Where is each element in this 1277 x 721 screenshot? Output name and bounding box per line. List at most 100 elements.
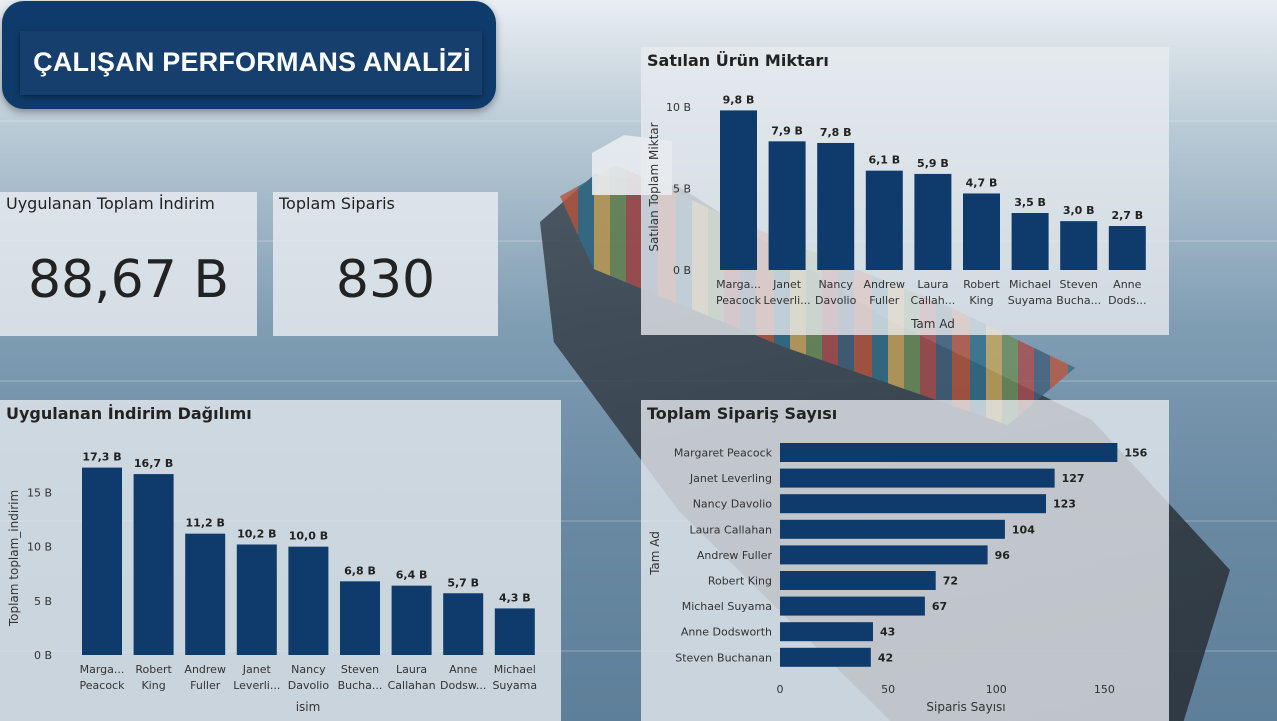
x-tick-label: Janet Leverli... — [764, 278, 811, 307]
data-label: 104 — [1012, 523, 1035, 536]
kpi-orders-value: 830 — [335, 250, 436, 310]
bar — [288, 546, 329, 655]
bar — [780, 443, 1118, 462]
kpi-card-discount[interactable]: Uygulanan Toplam İndirim 88,67 B — [0, 192, 257, 336]
y-tick-label: Anne Dodsworth — [681, 626, 772, 639]
page-title: ÇALIŞAN PERFORMANS ANALİZİ — [33, 47, 471, 77]
data-label: 123 — [1053, 498, 1076, 511]
data-label: 67 — [932, 600, 947, 613]
bar — [780, 622, 873, 642]
y-tick-label: Nancy Davolio — [693, 498, 773, 511]
x-tick-label: Andrew Fuller — [864, 278, 906, 307]
bar — [185, 533, 226, 655]
chart-orders-title: Toplam Sipariş Sayısı — [647, 404, 838, 423]
x-tick-label: Robert King — [135, 663, 172, 692]
x-tick-label: Janet Leverli... — [233, 663, 280, 692]
data-label: 9,8 B — [723, 93, 755, 106]
bar — [1011, 213, 1049, 270]
bar — [780, 647, 871, 667]
y-axis-label: Toplam toplam_indirim — [7, 490, 21, 627]
bar — [780, 596, 925, 616]
y-tick-label: Steven Buchanan — [675, 651, 772, 664]
data-label: 3,0 B — [1063, 204, 1095, 217]
data-label: 7,8 B — [820, 126, 852, 139]
kpi-card-orders[interactable]: Toplam Siparis 830 — [273, 192, 498, 336]
x-tick-label: Steven Bucha... — [1056, 278, 1101, 307]
bar — [443, 593, 484, 655]
bar — [780, 494, 1046, 514]
data-label: 43 — [880, 626, 895, 639]
x-tick-label: 50 — [881, 683, 895, 696]
y-tick-label: 0 B — [34, 649, 52, 662]
x-tick-label: Laura Callah... — [911, 278, 956, 307]
y-axis-label: Satılan Toplam Miktar — [647, 122, 661, 251]
data-label: 5,9 B — [917, 157, 949, 170]
data-label: 16,7 B — [134, 457, 173, 470]
x-tick-label: Michael Suyama — [492, 663, 537, 692]
chart-orders-svg: Margaret Peacock 156 Janet Leverling 127 Nan… — [648, 443, 1148, 714]
chart-panel-orders[interactable]: Toplam Sipariş Sayısı Margaret Peacock 15… — [641, 400, 1169, 721]
bar — [817, 142, 855, 270]
data-label: 127 — [1062, 472, 1085, 485]
bar — [82, 467, 122, 655]
y-tick-label: 5 B — [673, 183, 691, 196]
title-banner: ÇALIŞAN PERFORMANS ANALİZİ — [2, 1, 496, 109]
chart-panel-quantity[interactable]: Satılan Ürün Miktarı 0 B 5 B 10 B 9,8 B Marg… — [641, 47, 1169, 335]
chart-discount-svg: 0 B 5 B 10 B 15 B 17,3 B Marga... Peacock 16,7 … — [7, 451, 537, 714]
x-tick-label: Steven Bucha... — [338, 663, 383, 692]
y-tick-label: Michael Suyama — [682, 600, 772, 613]
chart-quantity-svg: 0 B 5 B 10 B 9,8 B Marga... Peacock 7,9 B Janet… — [647, 93, 1147, 331]
data-label: 6,4 B — [396, 569, 428, 582]
bar — [494, 608, 535, 655]
bar — [1108, 226, 1146, 270]
bar — [780, 545, 988, 565]
data-label: 4,3 B — [499, 591, 531, 604]
chart-discount-title: Uygulanan İndirim Dağılımı — [6, 404, 252, 423]
bar — [1060, 221, 1098, 270]
x-tick-label: Michael Suyama — [1008, 278, 1053, 307]
data-label: 3,5 B — [1014, 196, 1046, 209]
bar — [963, 193, 1000, 270]
x-tick-label: Marga... Peacock — [716, 278, 762, 307]
chart-panel-discount[interactable]: Uygulanan İndirim Dağılımı 0 B 5 B 10 B 15 … — [0, 400, 561, 721]
y-tick-label: Laura Callahan — [689, 523, 772, 536]
x-axis-label: isim — [296, 700, 321, 714]
x-tick-label: Laura Callahan — [388, 663, 436, 692]
y-tick-label: Janet Leverling — [689, 472, 772, 485]
bar — [780, 571, 936, 590]
bar — [391, 585, 432, 655]
x-axis-label: Siparis Sayısı — [926, 700, 1005, 714]
chart-quantity-title: Satılan Ürün Miktarı — [647, 51, 829, 70]
data-label: 10,0 B — [289, 530, 328, 543]
x-tick-label: Anne Dodsw... — [440, 663, 486, 692]
bar — [865, 170, 903, 270]
x-tick-label: 100 — [986, 683, 1007, 696]
data-label: 6,8 B — [344, 564, 376, 577]
y-tick-label: 15 B — [27, 487, 52, 500]
y-tick-label: Robert King — [708, 575, 772, 588]
data-label: 4,7 B — [966, 176, 998, 189]
data-label: 10,2 B — [237, 528, 276, 541]
bar — [720, 110, 757, 271]
x-tick-label: Nancy Davolio — [288, 663, 330, 692]
y-tick-label: 10 B — [666, 101, 691, 114]
y-tick-label: 5 B — [34, 595, 52, 608]
x-tick-label: Robert King — [963, 278, 1000, 307]
title-inner — [20, 31, 482, 95]
bar — [340, 581, 380, 655]
kpi-orders-label: Toplam Siparis — [279, 194, 395, 213]
bar — [768, 141, 806, 270]
bar — [133, 474, 174, 655]
data-label: 11,2 B — [186, 517, 225, 530]
y-tick-label: 0 B — [673, 264, 691, 277]
data-label: 2,7 B — [1111, 209, 1143, 222]
data-label: 156 — [1124, 447, 1147, 460]
x-tick-label: 150 — [1094, 683, 1115, 696]
x-tick-label: Anne Dods... — [1108, 278, 1146, 307]
x-tick-label: Marga... Peacock — [80, 663, 126, 692]
y-tick-label: 10 B — [27, 541, 52, 554]
x-tick-label: 0 — [777, 683, 784, 696]
data-label: 42 — [878, 651, 893, 664]
data-label: 6,1 B — [868, 154, 900, 167]
kpi-discount-value: 88,67 B — [27, 250, 230, 310]
